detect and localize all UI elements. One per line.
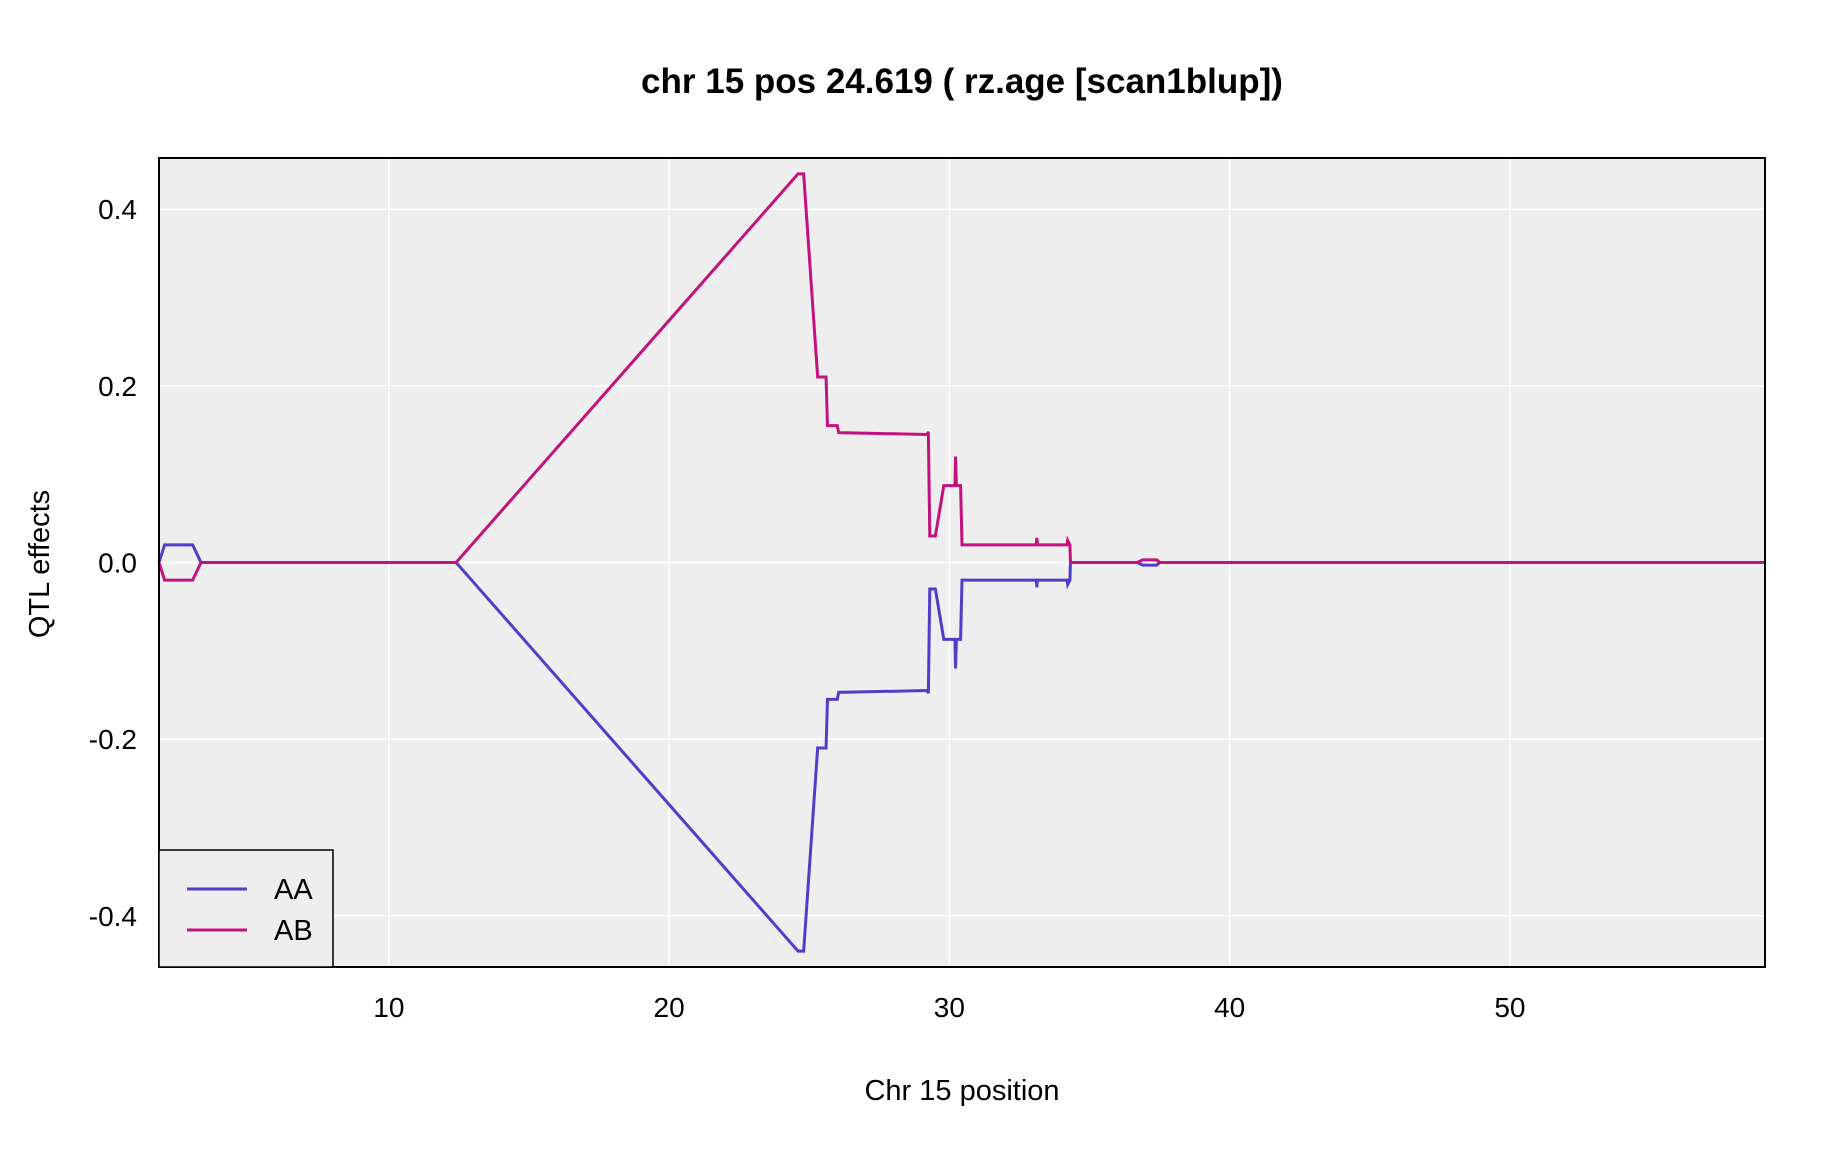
y-tick-label: 0.0 (98, 548, 137, 579)
x-tick-label: 50 (1494, 992, 1525, 1023)
x-tick-label: 10 (373, 992, 404, 1023)
x-axis-label: Chr 15 position (864, 1075, 1059, 1107)
series-line-ab (157, 172, 1765, 582)
x-tick-label: 30 (934, 992, 965, 1023)
x-tick-label: 40 (1214, 992, 1245, 1023)
y-tick-label: 0.4 (98, 194, 137, 225)
y-tick-label: -0.4 (89, 901, 137, 932)
plot-frame (158, 157, 1766, 968)
legend-label-aa: AA (274, 874, 313, 906)
legend: AA AB (158, 849, 334, 968)
x-tick-label: 20 (654, 992, 685, 1023)
y-tick-label: 0.2 (98, 371, 137, 402)
chart-title: chr 15 pos 24.619 ( rz.age [scan1blup]) (641, 62, 1283, 101)
plot-area: 10 20 30 40 50 -0.4 -0.2 0.0 0.2 0.4 AA AB (89, 157, 1766, 1023)
legend-box (158, 849, 334, 968)
series-line-aa (157, 543, 1765, 953)
legend-label-ab: AB (274, 915, 313, 947)
y-tick-label: -0.2 (89, 724, 137, 755)
y-axis-label: QTL effects (24, 490, 56, 638)
